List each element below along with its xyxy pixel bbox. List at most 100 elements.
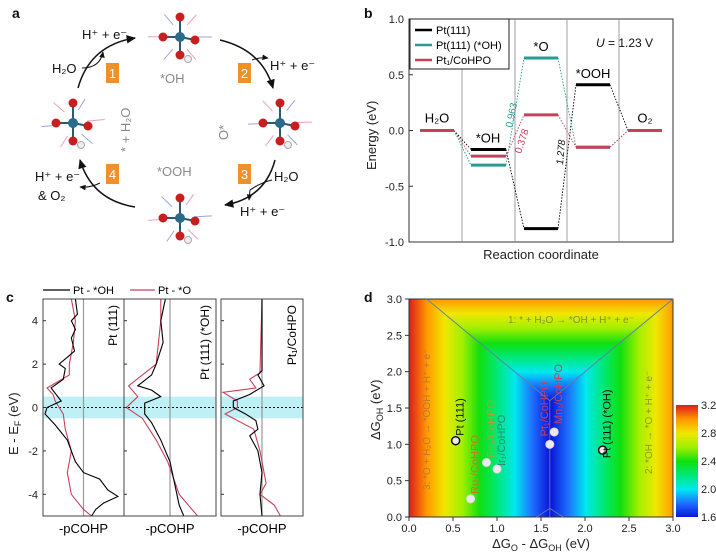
step3-product: H⁺ + e⁻ bbox=[240, 204, 285, 219]
x-tick-label: 1.0 bbox=[489, 523, 504, 535]
region-label-3: 3: *O + H₂O → *OOH + H⁺ + e⁻ bbox=[422, 349, 433, 490]
step-badge-4: 4 bbox=[106, 164, 119, 184]
region-label-2: 2: *OH → *O + H⁺ + e⁻ bbox=[644, 371, 655, 474]
y-tick-label: 4 bbox=[32, 316, 38, 328]
ylabel-sub: OH bbox=[375, 408, 385, 422]
annotation-value: = 1.23 V bbox=[605, 36, 653, 50]
catalyst-label: Pt (111) (*OH) bbox=[602, 389, 614, 458]
catalyst-point[interactable] bbox=[597, 445, 608, 455]
y-tick-label: 1.0 bbox=[387, 439, 402, 451]
catalyst-point[interactable] bbox=[481, 458, 491, 467]
region-boundary bbox=[549, 298, 674, 402]
x-tick-label: 2.0 bbox=[577, 523, 592, 535]
connector-line bbox=[609, 84, 629, 131]
step-badge-1: 1 bbox=[106, 63, 119, 83]
oxygen-atom bbox=[190, 35, 200, 45]
y-tick-label: -2 bbox=[28, 446, 38, 458]
cycle-arrow-4 bbox=[78, 158, 136, 208]
subplot-title: Pt₁/CoHPO bbox=[285, 305, 299, 365]
catalyst-label: Ir₁/CoHPO bbox=[496, 414, 508, 466]
connector-line bbox=[453, 130, 472, 166]
catalyst-label: Pt₁/CoHPO bbox=[539, 381, 551, 437]
step-badge-3: 3 bbox=[238, 164, 251, 184]
region-boundary bbox=[426, 298, 551, 402]
oxygen-atom bbox=[51, 118, 61, 128]
step-label-black: 1.278 bbox=[555, 139, 568, 165]
x-tick-label: 2.5 bbox=[621, 523, 636, 535]
y-tick-label: 1.0 bbox=[389, 14, 404, 26]
step2-product: H⁺ + e⁻ bbox=[270, 58, 315, 73]
oxygen-atom bbox=[175, 231, 185, 241]
oxygen-atom bbox=[190, 216, 200, 226]
oxygen-atom bbox=[258, 118, 268, 128]
catalyst-point[interactable] bbox=[450, 435, 461, 446]
step-number: 2 bbox=[241, 66, 248, 81]
colorbar-tick-label: 3.2 bbox=[701, 400, 716, 412]
pt-oh-curve bbox=[232, 299, 265, 517]
catalyst-point[interactable] bbox=[549, 427, 559, 437]
y-tick-label: 1.5 bbox=[387, 403, 402, 415]
panel-label-b: b bbox=[364, 5, 373, 21]
panel-label-d: d bbox=[364, 289, 373, 305]
y-tick-label: 2 bbox=[32, 359, 38, 371]
connector-line bbox=[557, 84, 577, 229]
y-tick-label: 2.0 bbox=[387, 367, 402, 379]
ylabel-unit: (eV) bbox=[6, 392, 21, 420]
y-tick-label: 0.0 bbox=[389, 126, 404, 138]
step4-product-o2: & O₂ bbox=[38, 188, 65, 203]
connector-line bbox=[505, 57, 525, 166]
oxygen-atom bbox=[68, 98, 78, 108]
step-number: 4 bbox=[109, 167, 116, 182]
catalyst-point[interactable] bbox=[492, 464, 502, 474]
catalyst-label: Ru₁/CoHPO bbox=[470, 435, 482, 494]
x-tick-label: 0.5 bbox=[445, 523, 460, 535]
step4-product: H⁺ + e⁻ bbox=[35, 169, 80, 184]
colorbar-tick-label: 2.8 bbox=[701, 428, 716, 440]
y-tick-label: -4 bbox=[28, 489, 38, 501]
legend-label: Pt(111) bbox=[436, 25, 470, 37]
pt-o-curve bbox=[221, 298, 281, 517]
region-boundary bbox=[549, 507, 564, 518]
catalyst-point[interactable] bbox=[466, 494, 476, 504]
cycle-arrow-2 bbox=[219, 39, 275, 90]
oxygen-atom bbox=[290, 121, 300, 131]
hydrogen-atom bbox=[184, 236, 192, 244]
state-label: H₂O bbox=[425, 111, 450, 126]
y-tick-label: 0.0 bbox=[387, 512, 402, 524]
xlabel-part: ΔG bbox=[492, 536, 511, 551]
y-tick-label: 3.0 bbox=[387, 294, 402, 306]
legend-label-o: Pt - *O bbox=[158, 285, 191, 297]
x-axis-label-b: Reaction coordinate bbox=[483, 247, 599, 262]
pt-oh-curve bbox=[44, 298, 120, 517]
oxygen-atom bbox=[68, 136, 78, 146]
legend-label: Pt₁/CoHPO bbox=[436, 55, 492, 67]
legend-label-oh: Pt - *OH bbox=[73, 285, 114, 297]
legend-c: Pt - *OH Pt - *O bbox=[43, 285, 191, 297]
legend-b: Pt(111) Pt(111) (*OH) Pt₁/CoHPO bbox=[409, 18, 510, 70]
state-label: O₂ bbox=[637, 111, 652, 126]
intermediate-oh: *OH bbox=[160, 71, 185, 86]
hydrogen-atom bbox=[284, 141, 292, 149]
y-tick-label: -1.0 bbox=[385, 237, 404, 249]
panel-b-energy-diagram: 1.0 0.5 0.0 -0.5 -1.0 Energy (eV) Reaction c… bbox=[364, 14, 674, 262]
annotation-variable: U bbox=[596, 36, 605, 50]
connector-line bbox=[453, 130, 472, 150]
hydrogen-atom bbox=[77, 141, 85, 149]
xlabel-sub: OH bbox=[548, 543, 562, 553]
panel-d-volcano-heatmap: 0.0 0.5 1.0 1.5 2.0 2.5 3.0 0.0 0.5 1.0 1.5 2.0 2.5 3… bbox=[368, 294, 716, 553]
y-axis-label-c: E - EF (eV) bbox=[6, 392, 23, 455]
oxygen-atom bbox=[175, 12, 185, 22]
oxygen-atom bbox=[275, 98, 285, 108]
catalyst-label: Fe₁/CoHPO bbox=[485, 400, 497, 458]
step1-product: H⁺ + e⁻ bbox=[82, 27, 127, 42]
step-label-teal: 0.963 bbox=[504, 101, 520, 128]
catalyst-point[interactable] bbox=[545, 439, 555, 449]
y-tick-label: 2.5 bbox=[387, 330, 402, 342]
y-tick-label: -0.5 bbox=[385, 181, 404, 193]
ylabel-part: (eV) bbox=[368, 380, 383, 408]
side-arrow-4 bbox=[79, 182, 101, 191]
y-tick-label: 0 bbox=[32, 403, 38, 415]
oxygen-atom bbox=[275, 136, 285, 146]
